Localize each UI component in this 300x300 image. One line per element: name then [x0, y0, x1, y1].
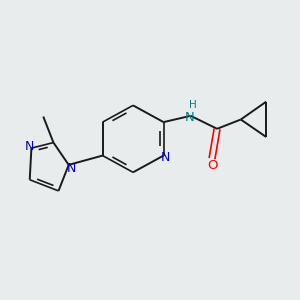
Text: N: N: [184, 111, 194, 124]
Text: H: H: [189, 100, 197, 110]
Text: N: N: [67, 162, 76, 176]
Text: N: N: [161, 151, 170, 164]
Text: N: N: [25, 140, 34, 153]
Text: O: O: [207, 159, 217, 172]
